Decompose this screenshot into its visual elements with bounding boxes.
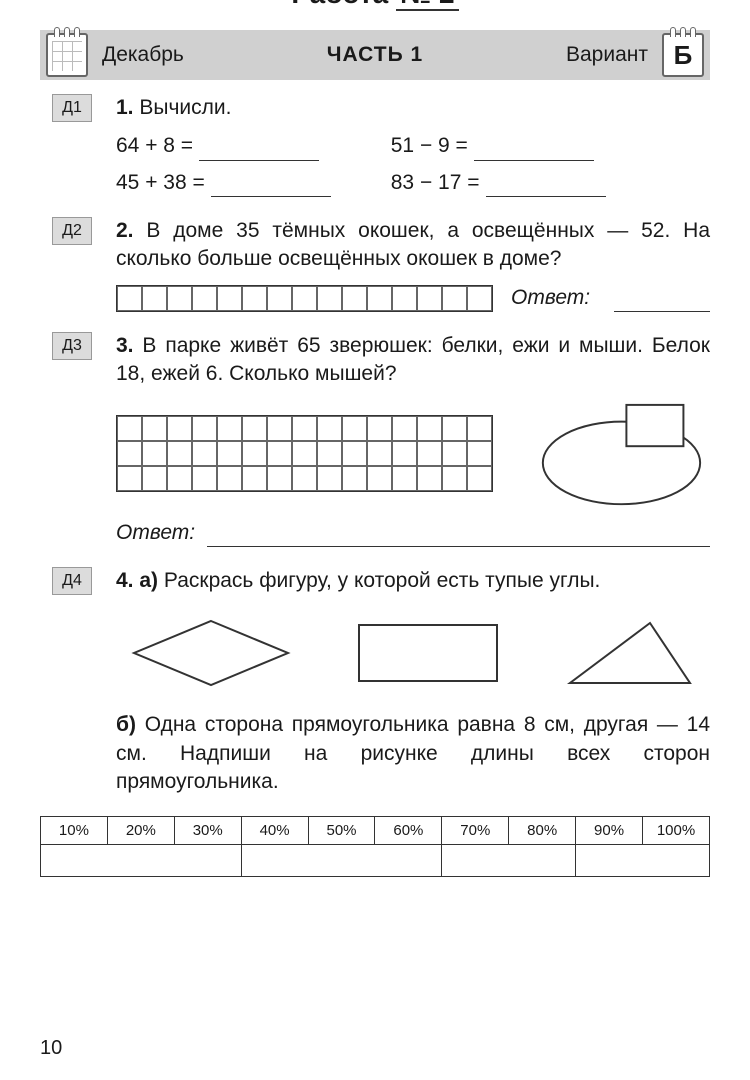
tag-d4: Д4 xyxy=(52,567,92,595)
header-month: Декабрь xyxy=(102,43,184,67)
q4b-label: б) xyxy=(116,713,136,736)
answer-blank[interactable] xyxy=(486,196,606,197)
rhombus-shape[interactable] xyxy=(126,613,296,693)
percent-cell: 90% xyxy=(576,817,643,845)
answer-blank[interactable] xyxy=(199,160,319,161)
rectangle-shape[interactable] xyxy=(353,613,503,693)
page-number: 10 xyxy=(40,1037,62,1060)
percent-cell: 50% xyxy=(308,817,375,845)
q4b-text: Одна сторона прямоугольника равна 8 см, … xyxy=(116,713,710,793)
answer-blank[interactable] xyxy=(474,160,594,161)
work-title: Работа № 2 xyxy=(0,0,750,10)
q2-text: В доме 35 тёмных окошек, а освещённых — … xyxy=(116,219,710,270)
title-prefix: Работа xyxy=(291,0,388,9)
q1-number: 1. xyxy=(116,96,134,119)
variant-letter: Б xyxy=(674,40,693,71)
percent-cell: 40% xyxy=(241,817,308,845)
answer-label: Ответ: xyxy=(116,519,195,547)
calendar-grid-icon xyxy=(46,33,88,77)
question-4: Д4 4. а) Раскрась фигуру, у которой есть… xyxy=(40,567,710,796)
q2-number: 2. xyxy=(116,219,134,242)
percent-cell: 60% xyxy=(375,817,442,845)
answer-blank[interactable] xyxy=(211,196,331,197)
percent-cell: 70% xyxy=(442,817,509,845)
title-number: № 2 xyxy=(396,0,459,11)
percent-cell: 20% xyxy=(107,817,174,845)
q4a-label: а) xyxy=(139,569,158,592)
percent-cell: 100% xyxy=(643,817,710,845)
q4-number: 4. xyxy=(116,569,134,592)
q1-eq: 51 − 9 = xyxy=(391,134,468,157)
ellipse-rect-figure xyxy=(533,399,710,509)
q4a-text: Раскрась фигуру, у которой есть тупые уг… xyxy=(164,569,601,592)
q3-work-grid[interactable] xyxy=(116,415,493,492)
header-center: Декабрь ЧАСТЬ 1 Вариант xyxy=(88,43,662,67)
answer-blank[interactable] xyxy=(207,546,710,547)
question-2: Д2 2. В доме 35 тёмных окошек, а освещён… xyxy=(40,217,710,312)
percent-cell: 30% xyxy=(174,817,241,845)
q2-work-grid[interactable] xyxy=(116,285,493,312)
q1-equations: 64 + 8 = 45 + 38 = 51 − 9 = 83 − 17 = xyxy=(116,132,710,197)
percent-table: 10%20%30%40%50%60%70%80%90%100% xyxy=(40,816,710,877)
triangle-shape[interactable] xyxy=(560,613,700,693)
q1-eq: 64 + 8 = xyxy=(116,134,193,157)
percent-cell: 10% xyxy=(41,817,108,845)
question-3: Д3 3. В парке живёт 65 зверюшек: белки, … xyxy=(40,332,710,547)
tag-d2: Д2 xyxy=(52,217,92,245)
percent-cell: 80% xyxy=(509,817,576,845)
q1-eq: 45 + 38 = xyxy=(116,171,205,194)
percent-blank-row[interactable] xyxy=(41,845,710,877)
answer-label: Ответ: xyxy=(511,284,590,312)
q4-shapes xyxy=(116,613,710,693)
percent-header-row: 10%20%30%40%50%60%70%80%90%100% xyxy=(41,817,710,845)
answer-blank[interactable] xyxy=(614,311,710,312)
q3-number: 3. xyxy=(116,334,134,357)
tag-d1: Д1 xyxy=(52,94,92,122)
q1-eq: 83 − 17 = xyxy=(391,171,480,194)
header-part: ЧАСТЬ 1 xyxy=(327,43,423,67)
question-1: Д1 1. Вычисли. 64 + 8 = 45 + 38 = 51 − 9… xyxy=(40,94,710,197)
header-variant-label: Вариант xyxy=(566,43,648,67)
header-band: Декабрь ЧАСТЬ 1 Вариант Б xyxy=(40,30,710,80)
tag-d3: Д3 xyxy=(52,332,92,360)
variant-letter-icon: Б xyxy=(662,33,704,77)
q3-text: В парке живёт 65 зверюшек: белки, ежи и … xyxy=(116,334,710,385)
q1-prompt: Вычисли. xyxy=(139,96,231,119)
